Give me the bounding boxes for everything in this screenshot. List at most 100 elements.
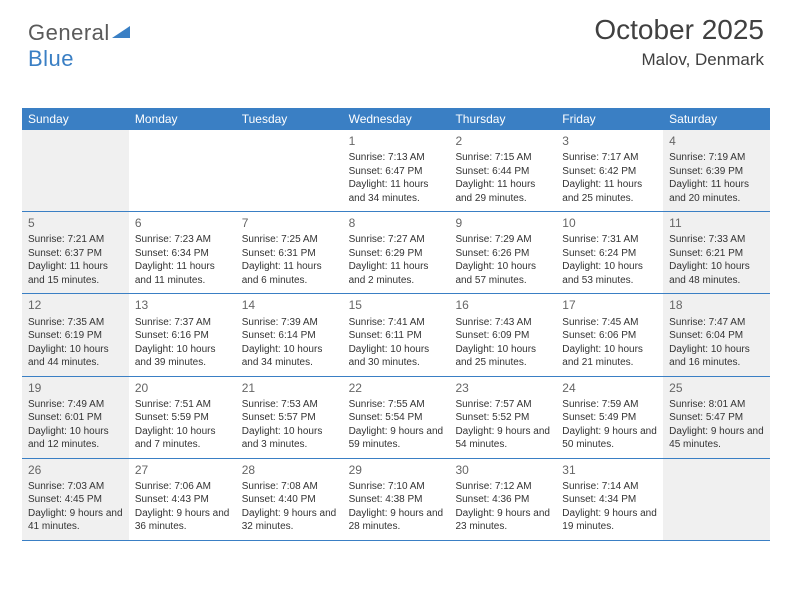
day-header: Monday xyxy=(129,108,236,130)
logo-triangle-icon xyxy=(112,18,130,44)
day-detail-line: Daylight: 10 hours and 57 minutes. xyxy=(455,260,550,287)
day-detail-line: Sunrise: 7:51 AM xyxy=(135,398,230,412)
day-detail-line: Sunrise: 7:43 AM xyxy=(455,316,550,330)
day-detail-line: Daylight: 11 hours and 15 minutes. xyxy=(28,260,123,287)
day-number: 4 xyxy=(669,133,764,149)
day-detail-line: Sunrise: 7:59 AM xyxy=(562,398,657,412)
day-number: 25 xyxy=(669,380,764,396)
day-cell: 5 Sunrise: 7:21 AMSunset: 6:37 PMDaylight… xyxy=(22,212,129,293)
day-detail-line: Daylight: 10 hours and 12 minutes. xyxy=(28,425,123,452)
day-detail-line: Sunrise: 7:21 AM xyxy=(28,233,123,247)
day-number: 31 xyxy=(562,462,657,478)
day-detail-line: Sunset: 6:06 PM xyxy=(562,329,657,343)
day-number: 19 xyxy=(28,380,123,396)
day-number: 17 xyxy=(562,297,657,313)
day-detail-line: Sunrise: 7:41 AM xyxy=(349,316,444,330)
day-detail-line: Sunrise: 7:19 AM xyxy=(669,151,764,165)
day-detail-line: Sunset: 6:19 PM xyxy=(28,329,123,343)
day-detail-line: Sunrise: 7:31 AM xyxy=(562,233,657,247)
day-number: 29 xyxy=(349,462,444,478)
day-detail-line: Sunset: 6:26 PM xyxy=(455,247,550,261)
day-cell: 31Sunrise: 7:14 AMSunset: 4:34 PMDayligh… xyxy=(556,459,663,540)
day-detail-line: Sunset: 6:39 PM xyxy=(669,165,764,179)
day-number: 24 xyxy=(562,380,657,396)
day-cell: 8Sunrise: 7:27 AMSunset: 6:29 PMDaylight… xyxy=(343,212,450,293)
day-cell: 1Sunrise: 7:13 AMSunset: 6:47 PMDaylight… xyxy=(343,130,450,211)
day-detail-line: Daylight: 9 hours and 23 minutes. xyxy=(455,507,550,534)
day-detail-line: Daylight: 10 hours and 25 minutes. xyxy=(455,343,550,370)
day-detail-line: Daylight: 10 hours and 53 minutes. xyxy=(562,260,657,287)
day-detail-line: Daylight: 9 hours and 19 minutes. xyxy=(562,507,657,534)
day-header-row: Sunday Monday Tuesday Wednesday Thursday… xyxy=(22,108,770,130)
location-label: Malov, Denmark xyxy=(594,50,764,70)
day-detail-line: Sunset: 4:40 PM xyxy=(242,493,337,507)
day-number: 11 xyxy=(669,215,764,231)
week-row: 19Sunrise: 7:49 AMSunset: 6:01 PMDayligh… xyxy=(22,377,770,459)
day-detail-line: Sunrise: 7:08 AM xyxy=(242,480,337,494)
day-detail-line: Daylight: 9 hours and 32 minutes. xyxy=(242,507,337,534)
day-cell: 13Sunrise: 7:37 AMSunset: 6:16 PMDayligh… xyxy=(129,294,236,375)
day-cell: 26Sunrise: 7:03 AMSunset: 4:45 PMDayligh… xyxy=(22,459,129,540)
day-detail-line: Sunset: 5:59 PM xyxy=(135,411,230,425)
day-number: 8 xyxy=(349,215,444,231)
day-number: 23 xyxy=(455,380,550,396)
day-detail-line: Sunset: 6:04 PM xyxy=(669,329,764,343)
day-cell: 29Sunrise: 7:10 AMSunset: 4:38 PMDayligh… xyxy=(343,459,450,540)
day-cell xyxy=(129,130,236,211)
day-detail-line: Daylight: 9 hours and 59 minutes. xyxy=(349,425,444,452)
day-detail-line: Sunset: 6:37 PM xyxy=(28,247,123,261)
day-cell: 25Sunrise: 8:01 AMSunset: 5:47 PMDayligh… xyxy=(663,377,770,458)
day-detail-line: Daylight: 9 hours and 36 minutes. xyxy=(135,507,230,534)
day-cell: 18Sunrise: 7:47 AMSunset: 6:04 PMDayligh… xyxy=(663,294,770,375)
day-detail-line: Sunrise: 7:15 AM xyxy=(455,151,550,165)
day-detail-line: Daylight: 11 hours and 29 minutes. xyxy=(455,178,550,205)
day-number: 5 xyxy=(28,215,123,231)
day-detail-line: Sunrise: 7:35 AM xyxy=(28,316,123,330)
day-detail-line: Daylight: 10 hours and 30 minutes. xyxy=(349,343,444,370)
day-detail-line: Daylight: 10 hours and 48 minutes. xyxy=(669,260,764,287)
day-cell: 10Sunrise: 7:31 AMSunset: 6:24 PMDayligh… xyxy=(556,212,663,293)
day-detail-line: Sunset: 4:43 PM xyxy=(135,493,230,507)
day-detail-line: Sunrise: 7:13 AM xyxy=(349,151,444,165)
day-header: Thursday xyxy=(449,108,556,130)
day-cell: 17Sunrise: 7:45 AMSunset: 6:06 PMDayligh… xyxy=(556,294,663,375)
day-number: 18 xyxy=(669,297,764,313)
day-detail-line: Sunrise: 7:53 AM xyxy=(242,398,337,412)
day-detail-line: Daylight: 11 hours and 2 minutes. xyxy=(349,260,444,287)
day-detail-line: Sunrise: 7:39 AM xyxy=(242,316,337,330)
day-detail-line: Sunset: 4:34 PM xyxy=(562,493,657,507)
day-detail-line: Sunrise: 7:10 AM xyxy=(349,480,444,494)
day-detail-line: Sunset: 6:14 PM xyxy=(242,329,337,343)
day-detail-line: Sunset: 6:24 PM xyxy=(562,247,657,261)
day-detail-line: Sunset: 4:36 PM xyxy=(455,493,550,507)
day-cell: 12Sunrise: 7:35 AMSunset: 6:19 PMDayligh… xyxy=(22,294,129,375)
day-detail-line: Sunrise: 7:27 AM xyxy=(349,233,444,247)
day-detail-line: Daylight: 11 hours and 25 minutes. xyxy=(562,178,657,205)
day-cell xyxy=(663,459,770,540)
day-number: 20 xyxy=(135,380,230,396)
day-detail-line: Daylight: 10 hours and 3 minutes. xyxy=(242,425,337,452)
week-row: 12Sunrise: 7:35 AMSunset: 6:19 PMDayligh… xyxy=(22,294,770,376)
day-detail-line: Daylight: 9 hours and 28 minutes. xyxy=(349,507,444,534)
day-number: 6 xyxy=(135,215,230,231)
day-detail-line: Sunset: 6:16 PM xyxy=(135,329,230,343)
day-number: 3 xyxy=(562,133,657,149)
day-detail-line: Sunrise: 7:47 AM xyxy=(669,316,764,330)
day-detail-line: Sunset: 6:01 PM xyxy=(28,411,123,425)
day-cell: 19Sunrise: 7:49 AMSunset: 6:01 PMDayligh… xyxy=(22,377,129,458)
day-detail-line: Sunset: 5:49 PM xyxy=(562,411,657,425)
day-header: Tuesday xyxy=(236,108,343,130)
day-cell: 21Sunrise: 7:53 AMSunset: 5:57 PMDayligh… xyxy=(236,377,343,458)
day-detail-line: Sunset: 6:11 PM xyxy=(349,329,444,343)
day-detail-line: Sunset: 6:09 PM xyxy=(455,329,550,343)
day-cell: 28Sunrise: 7:08 AMSunset: 4:40 PMDayligh… xyxy=(236,459,343,540)
logo-text-1: General xyxy=(28,20,110,45)
day-detail-line: Daylight: 10 hours and 39 minutes. xyxy=(135,343,230,370)
day-number: 27 xyxy=(135,462,230,478)
day-cell: 20Sunrise: 7:51 AMSunset: 5:59 PMDayligh… xyxy=(129,377,236,458)
day-detail-line: Sunset: 6:21 PM xyxy=(669,247,764,261)
day-header: Sunday xyxy=(22,108,129,130)
day-cell: 9Sunrise: 7:29 AMSunset: 6:26 PMDaylight… xyxy=(449,212,556,293)
day-detail-line: Sunrise: 7:23 AM xyxy=(135,233,230,247)
day-number: 7 xyxy=(242,215,337,231)
